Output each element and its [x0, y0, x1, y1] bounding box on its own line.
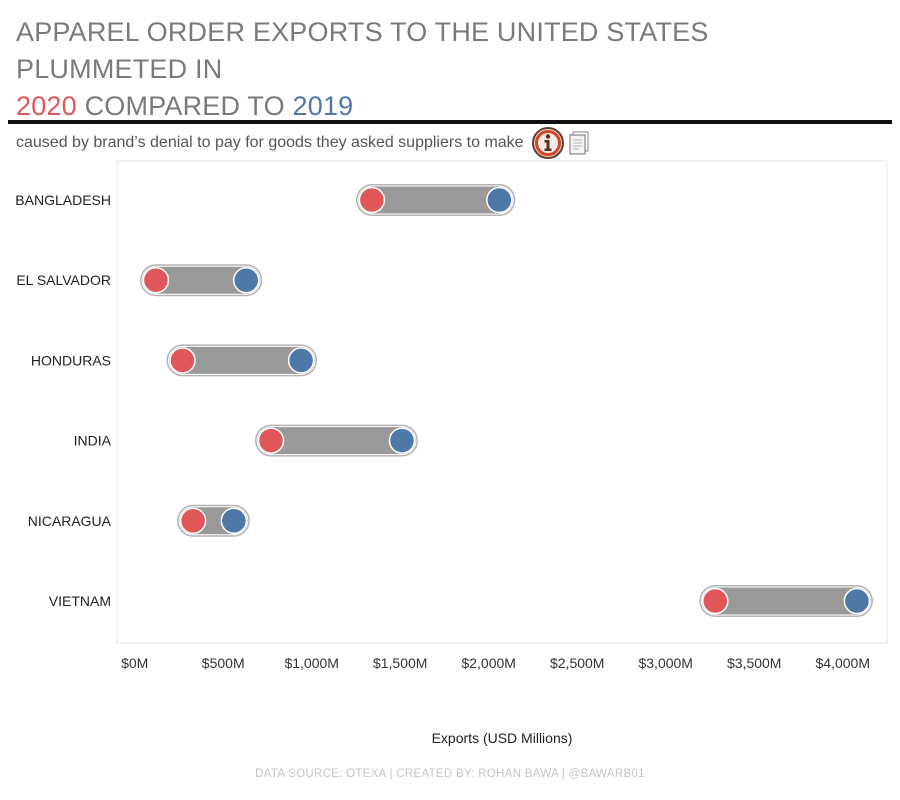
header-divider — [8, 120, 892, 124]
point-2019 — [220, 507, 248, 535]
point-2020 — [702, 587, 729, 615]
title-year-2020: 2020 — [16, 91, 77, 121]
info-icon[interactable] — [531, 127, 564, 159]
point-2019 — [287, 347, 315, 374]
category-label: HONDURAS — [31, 352, 111, 368]
point-2019 — [843, 587, 871, 615]
x-tick-label: $1,500M — [373, 655, 427, 671]
subtitle-row: caused by brand’s denial to pay for good… — [16, 127, 886, 159]
x-tick-label: $500M — [202, 655, 245, 671]
point-2020 — [142, 266, 170, 294]
x-tick-label: $3,000M — [638, 655, 692, 671]
dumbbell-chart: BANGLADESH EL SALVADOR HONDURAS INDIA NICARA… — [0, 150, 900, 760]
point-2020 — [257, 427, 285, 454]
x-tick-label: $0M — [121, 655, 148, 671]
category-label: INDIA — [74, 433, 112, 449]
chart-subtitle: caused by brand’s denial to pay for good… — [16, 134, 524, 151]
category-label: NICARAGUA — [28, 513, 112, 529]
x-tick-label: $1,000M — [284, 655, 338, 671]
category-label: BANGLADESH — [15, 192, 111, 208]
x-axis-title: Exports (USD Millions) — [432, 730, 573, 746]
x-tick-label: $3,500M — [727, 655, 781, 671]
point-2019 — [388, 427, 416, 454]
point-2019 — [486, 186, 513, 214]
chart-header: APPAREL ORDER EXPORTS TO THE UNITED STAT… — [16, 14, 886, 159]
point-2020 — [169, 347, 196, 374]
point-2020 — [358, 186, 386, 214]
x-tick-label: $4,000M — [816, 655, 870, 671]
point-2020 — [179, 507, 207, 535]
chart-title: APPAREL ORDER EXPORTS TO THE UNITED STAT… — [16, 14, 886, 125]
plot-area-frame — [116, 160, 888, 644]
footer-credits: DATA SOURCE: OTEXA | CREATED BY: ROHAN B… — [255, 768, 645, 780]
title-mid: COMPARED TO — [76, 91, 293, 121]
chart-svg: BANGLADESH EL SALVADOR HONDURAS INDIA NICARA… — [15, 160, 888, 746]
point-2019 — [232, 266, 260, 294]
x-tick-label: $2,500M — [550, 655, 604, 671]
x-tick-label: $2,000M — [461, 655, 515, 671]
title-part1: APPAREL ORDER EXPORTS TO THE UNITED STAT… — [16, 17, 709, 84]
title-year-2019: 2019 — [292, 91, 354, 121]
document-icon[interactable] — [568, 131, 590, 155]
category-label: VIETNAM — [49, 593, 111, 609]
category-label: EL SALVADOR — [16, 272, 111, 288]
